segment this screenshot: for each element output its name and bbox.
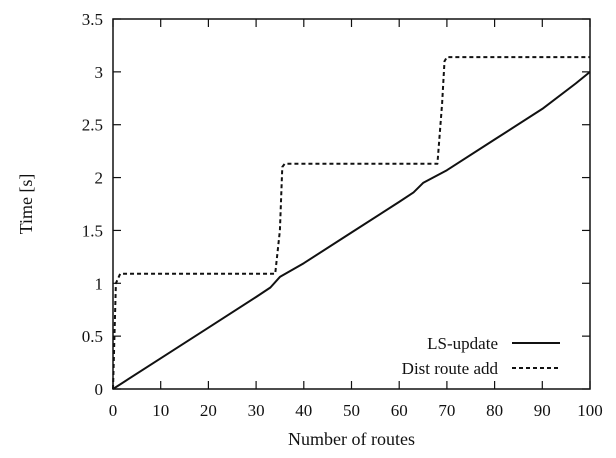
y-axis-label: Time [s] xyxy=(16,174,36,235)
y-tick-label: 3 xyxy=(95,63,104,82)
plot-marks xyxy=(112,56,591,390)
x-tick-label: 80 xyxy=(486,401,503,420)
x-tick-label: 60 xyxy=(391,401,408,420)
x-tick-label: 30 xyxy=(248,401,265,420)
legend: LS-update Dist route add xyxy=(402,334,560,378)
y-tick-label: 2.5 xyxy=(82,116,103,135)
legend-label: Dist route add xyxy=(402,359,499,378)
y-tick-label: 1 xyxy=(95,274,104,293)
x-tick-label: 10 xyxy=(152,401,169,420)
y-tick-label: 0.5 xyxy=(82,327,103,346)
y-tick-label: 2 xyxy=(95,169,104,188)
x-tick-label: 90 xyxy=(534,401,551,420)
plot-frame xyxy=(112,18,591,390)
x-tick-label: 100 xyxy=(577,401,603,420)
legend-label: LS-update xyxy=(427,334,498,353)
x-tick-label: 20 xyxy=(200,401,217,420)
series-line-dist-route-add xyxy=(112,56,590,390)
y-tick-label: 1.5 xyxy=(82,221,103,240)
x-axis-label: Number of routes xyxy=(288,429,415,449)
x-tick-label: 70 xyxy=(438,401,455,420)
x-tick-label: 50 xyxy=(343,401,360,420)
x-tick-label: 40 xyxy=(295,401,312,420)
x-tick-label: 0 xyxy=(109,401,118,420)
series-line-ls-update xyxy=(112,71,591,390)
axis-ticks: 0 10 20 30 40 50 60 70 80 90 100 0 0.5 1 1.5 2 2.5 3 3.5 xyxy=(82,10,603,420)
y-tick-label: 3.5 xyxy=(82,10,103,29)
y-tick-label: 0 xyxy=(95,380,104,399)
